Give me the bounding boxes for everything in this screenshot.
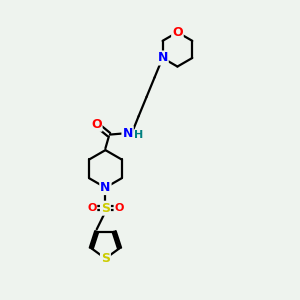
Text: O: O [91,118,102,131]
Text: N: N [158,52,168,64]
Text: O: O [172,26,183,39]
Text: H: H [134,130,144,140]
Text: N: N [122,127,133,140]
Text: N: N [100,181,111,194]
Text: O: O [87,203,96,213]
Text: S: S [101,202,110,215]
Text: S: S [101,252,110,265]
Text: O: O [115,203,124,213]
